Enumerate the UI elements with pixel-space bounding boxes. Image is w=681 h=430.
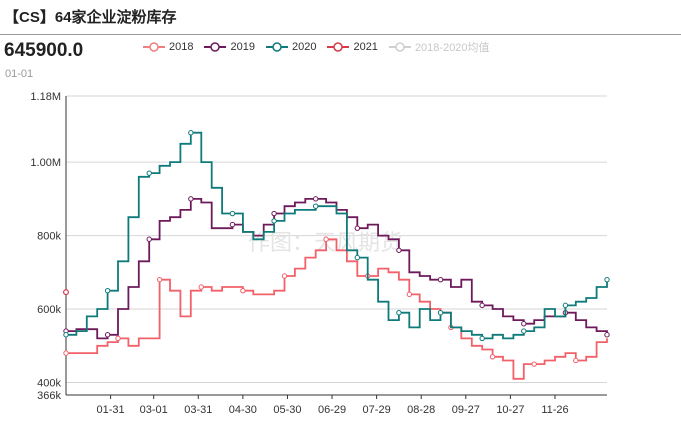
x-tick-label: 09-27	[452, 404, 480, 416]
legend-label: 2021	[353, 41, 378, 53]
x-tick-label: 06-29	[318, 404, 346, 416]
y-tick-label: 400k	[37, 378, 61, 390]
series-2018-point	[573, 357, 579, 364]
x-tick-label: 03-31	[184, 404, 212, 416]
x-tick-label: 05-30	[273, 404, 301, 416]
series-2019-point	[104, 332, 111, 338]
title-divider	[0, 34, 681, 35]
legend-item-2020[interactable]: 2020	[265, 39, 317, 55]
x-tick-label: 10-27	[496, 404, 524, 416]
y-tick-label: 1.00M	[30, 157, 61, 169]
legend-dot	[395, 42, 405, 52]
series-2020-point	[354, 254, 361, 261]
series-2018-point	[489, 354, 496, 360]
series-2020-point	[604, 276, 610, 283]
series-2020-point	[188, 130, 194, 136]
legend-label: 2019	[230, 41, 255, 53]
series-2019-point	[229, 221, 236, 228]
series-2018-point	[281, 273, 288, 279]
chart-legend: 2018 2019 2020 2021 2018-2020均值	[143, 39, 490, 55]
series-2019-point	[271, 210, 277, 217]
legend-label: 2018-2020均值	[414, 42, 490, 54]
page-title: 【CS】64家企业淀粉库存	[4, 9, 177, 26]
x-tick-label: 11-26	[541, 404, 568, 416]
legend-marker-icon	[204, 42, 227, 52]
legend-dot	[333, 42, 344, 52]
series-2018-point	[240, 287, 246, 294]
legend-marker-icon	[143, 42, 165, 52]
x-tick-label: 04-30	[229, 404, 257, 416]
series-2019-point	[312, 196, 319, 202]
series-2020-point	[562, 302, 569, 309]
series-2020-point	[271, 218, 277, 224]
legend-dot	[149, 42, 159, 52]
series-2018-line	[66, 238, 608, 380]
series-2020-point	[146, 170, 152, 176]
legend-dot	[210, 42, 221, 52]
series-2019-point	[354, 225, 361, 231]
series-2019-point	[146, 236, 152, 242]
series-2020-point	[104, 287, 111, 294]
legend-item-2019[interactable]: 2019	[204, 39, 255, 55]
y-tick-label: 1.18M	[30, 91, 61, 103]
series-2018-point	[323, 236, 329, 242]
x-tick-label: 01-31	[97, 404, 125, 416]
series-2020-point	[229, 210, 236, 217]
series-2020-line	[66, 131, 608, 340]
y-tick-label: 600k	[37, 304, 61, 316]
series-2019-point	[479, 302, 485, 309]
series-2019-point	[396, 247, 402, 253]
x-tick-label: 03-01	[140, 404, 168, 416]
series-2018-point	[531, 361, 537, 367]
series-2019-point	[521, 321, 527, 327]
series-2021-point	[62, 289, 69, 296]
series-2020-point	[437, 310, 444, 316]
series-2018-point	[198, 284, 204, 290]
series-2019-point	[604, 332, 610, 338]
y-tick-label: 366k	[37, 390, 61, 402]
series-group	[62, 130, 610, 380]
series-2020-point	[521, 328, 527, 334]
series-2019-point	[437, 276, 444, 283]
series-2018-point	[406, 291, 413, 298]
series-2019-point	[188, 196, 194, 202]
series-2020-point	[63, 332, 69, 338]
y-tick-label: 800k	[37, 231, 61, 243]
series-2019-line	[66, 198, 608, 340]
current-date: 01-01	[5, 68, 34, 80]
legend-dot	[272, 42, 282, 52]
legend-marker-icon	[388, 42, 411, 52]
current-value: 645900.0	[4, 40, 84, 61]
legend-label: 2020	[291, 41, 317, 53]
x-tick-label: 07-29	[363, 404, 391, 416]
series-2020-point	[479, 335, 485, 342]
series-2018-point	[63, 350, 69, 356]
series-2020-point	[312, 203, 319, 209]
legend-marker-icon	[327, 42, 350, 52]
legend-label: 2018	[169, 41, 194, 53]
series-2020-point	[396, 310, 402, 316]
series-2018-point	[115, 335, 121, 342]
legend-marker-icon	[265, 42, 288, 52]
legend-item-2018[interactable]: 2018	[143, 39, 193, 55]
legend-item-average[interactable]: 2018-2020均值	[388, 39, 490, 55]
x-tick-label: 08-28	[407, 404, 435, 416]
legend-item-2021[interactable]: 2021	[327, 39, 378, 55]
series-2018-point	[156, 276, 163, 283]
